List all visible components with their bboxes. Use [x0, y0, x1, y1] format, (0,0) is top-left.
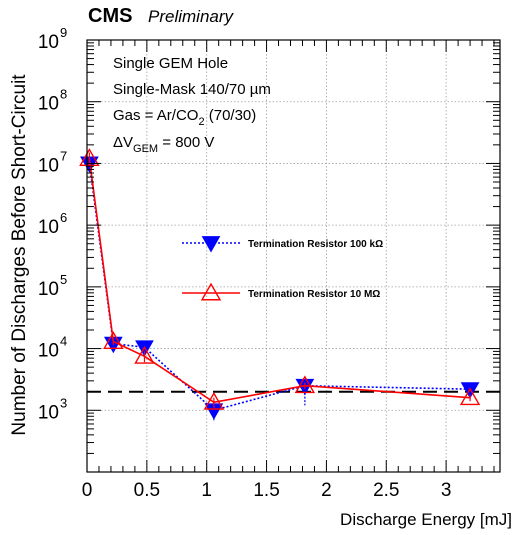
annotation-line-1: Single GEM Hole [113, 55, 228, 72]
y-axis-label: Number of Discharges Before Short-Circui… [9, 74, 30, 436]
gem-subscript: GEM [133, 143, 158, 155]
legend-label-series-2: Termination Resistor 10 MΩ [248, 289, 380, 300]
annotation-line-2: Single-Mask 140/70 µm [113, 81, 271, 98]
grid [87, 40, 500, 472]
y-tick-label: 10 [38, 94, 59, 115]
series-2-point [294, 375, 316, 394]
series-2-point [203, 391, 225, 410]
legend-marker-series-2 [200, 282, 222, 301]
gas-subscript: 2 [198, 116, 204, 128]
preliminary-label: Preliminary [148, 7, 235, 26]
y-tick-label: 10 [38, 32, 59, 53]
y-tick-exponent: 6 [60, 210, 67, 225]
y-tick-exponent: 8 [60, 87, 67, 102]
legend: Termination Resistor 100 kΩ Termination … [182, 236, 383, 301]
y-tick-exponent: 7 [60, 148, 67, 163]
legend-label-series-1: Termination Resistor 100 kΩ [248, 239, 383, 250]
x-tick-label: 3 [441, 480, 452, 501]
y-tick-exponent: 4 [60, 334, 67, 349]
y-tick-label: 10 [38, 155, 59, 176]
series-2-point [134, 345, 155, 364]
annotation-line-3: Gas = Ar/CO2 (70/30) [113, 107, 256, 128]
y-tick-exponent: 9 [60, 25, 67, 40]
voltage-value: = 800 V [158, 134, 214, 151]
annotation-line-4: ΔVGEM = 800 V [113, 134, 214, 155]
y-tick-label: 10 [38, 402, 59, 423]
y-tick-label: 10 [38, 217, 59, 238]
ticks [86, 40, 500, 473]
series-layer [79, 148, 481, 422]
series-2-line [88, 158, 471, 404]
annotation-block: Single GEM Hole Single-Mask 140/70 µm Ga… [113, 55, 271, 155]
x-tick-label: 1 [201, 480, 212, 501]
series-2-point [459, 387, 481, 406]
y-tick-label: 10 [38, 341, 59, 362]
series-1-point [460, 382, 480, 399]
gas-mix: (70/30) [205, 107, 257, 124]
x-tick-label: 0 [82, 480, 93, 501]
x-tick-label: 1.5 [253, 480, 279, 501]
gas-text: Gas = Ar/CO [113, 107, 198, 124]
delta-v-text: ΔV [113, 134, 133, 151]
x-axis-label: Discharge Energy [mJ] [340, 510, 512, 529]
experiment-label: CMS [88, 5, 132, 27]
x-tick-label: 2 [321, 480, 332, 501]
series-2-point [103, 331, 124, 349]
y-tick-exponent: 5 [60, 272, 67, 287]
x-tick-label: 2.5 [373, 480, 399, 501]
plot-frame [86, 39, 501, 473]
x-tick-label: 0.5 [134, 480, 160, 501]
series-2-point [79, 148, 100, 166]
y-tick-label: 10 [38, 279, 59, 300]
y-tick-exponent: 3 [60, 395, 67, 410]
legend-marker-series-1 [201, 236, 221, 253]
